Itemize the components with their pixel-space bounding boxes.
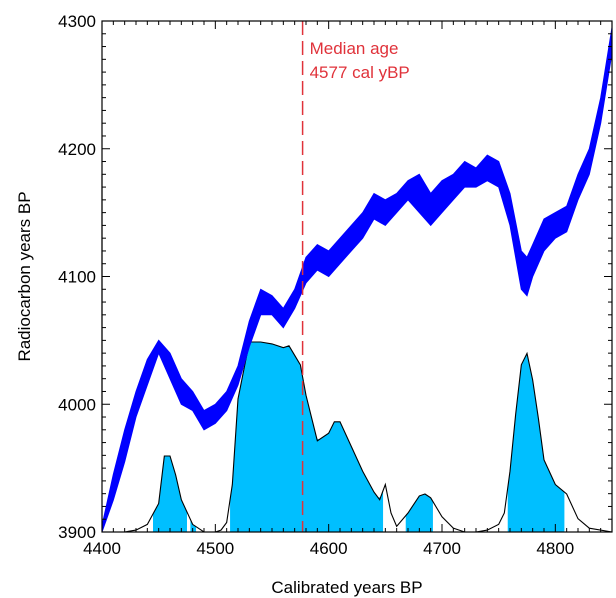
x-tick-label: 4800 bbox=[536, 539, 574, 558]
calibrated-shaded-range-3 bbox=[230, 342, 384, 532]
y-tick-label: 3900 bbox=[58, 523, 96, 542]
y-tick-label: 4000 bbox=[58, 395, 96, 414]
x-tick-label: 4500 bbox=[196, 539, 234, 558]
x-tick-label: 4400 bbox=[83, 539, 121, 558]
calibrated-shaded-range-1 bbox=[153, 456, 187, 532]
calibrated-shaded-range-5 bbox=[507, 354, 565, 532]
calibrated-shaded-range-4 bbox=[405, 494, 433, 532]
calibrated-distribution-outline bbox=[102, 341, 613, 533]
x-tick-labels: 4400 4500 4600 4700 4800 bbox=[83, 539, 574, 558]
median-age-value: 4577 cal yBP bbox=[310, 63, 410, 82]
y-tick-label: 4100 bbox=[58, 268, 96, 287]
y-tick-label: 4300 bbox=[58, 12, 96, 31]
y-tick-labels: 3900 4000 4100 4200 4300 bbox=[58, 12, 96, 542]
y-axis-title: Radiocarbon years BP bbox=[15, 191, 34, 361]
y-tick-label: 4200 bbox=[58, 140, 96, 159]
median-age-label: Median age bbox=[310, 39, 399, 58]
x-tick-label: 4600 bbox=[310, 539, 348, 558]
x-axis-title: Calibrated years BP bbox=[271, 578, 422, 597]
x-tick-label: 4700 bbox=[423, 539, 461, 558]
calibrated-distribution bbox=[102, 341, 613, 533]
axis-ticks bbox=[101, 20, 613, 533]
